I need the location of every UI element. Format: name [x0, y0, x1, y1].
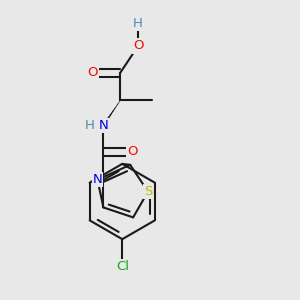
- Text: N: N: [99, 119, 108, 132]
- Text: S: S: [144, 185, 152, 198]
- Text: O: O: [127, 146, 137, 158]
- Text: H: H: [85, 119, 94, 132]
- Text: N: N: [93, 173, 102, 186]
- Text: O: O: [133, 40, 143, 52]
- Text: Cl: Cl: [116, 260, 129, 273]
- Text: O: O: [87, 66, 98, 79]
- Text: H: H: [133, 17, 143, 30]
